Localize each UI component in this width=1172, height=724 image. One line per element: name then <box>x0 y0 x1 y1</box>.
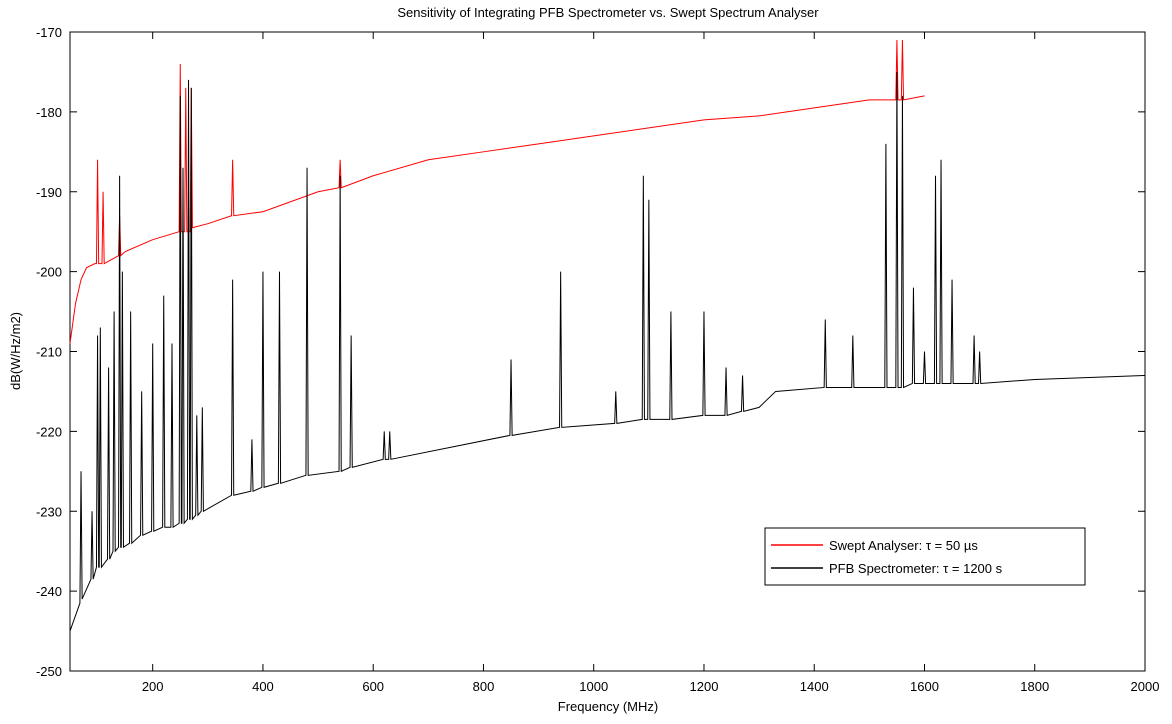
y-tick-label: -250 <box>36 664 62 679</box>
y-tick-label: -230 <box>36 504 62 519</box>
x-tick-label: 2000 <box>1131 679 1160 694</box>
y-tick-label: -200 <box>36 265 62 280</box>
x-tick-label: 1600 <box>910 679 939 694</box>
y-tick-label: -220 <box>36 424 62 439</box>
legend-label: Swept Analyser: τ = 50 µs <box>829 538 978 553</box>
legend-box <box>764 527 1086 586</box>
y-tick-label: -240 <box>36 584 62 599</box>
x-tick-label: 1800 <box>1020 679 1049 694</box>
y-tick-label: -170 <box>36 25 62 40</box>
y-tick-label: -180 <box>36 105 62 120</box>
x-tick-label: 1200 <box>690 679 719 694</box>
x-tick-label: 400 <box>252 679 274 694</box>
x-axis-label: Frequency (MHz) <box>558 699 658 714</box>
x-tick-label: 600 <box>362 679 384 694</box>
y-tick-label: -210 <box>36 345 62 360</box>
chart-title: Sensitivity of Integrating PFB Spectrome… <box>397 5 819 20</box>
x-tick-label: 200 <box>142 679 164 694</box>
y-axis-label: dB(W/Hz/m2) <box>8 312 23 390</box>
series-line <box>69 39 925 344</box>
series-line <box>69 71 1146 632</box>
y-tick-label: -190 <box>36 185 62 200</box>
legend-label: PFB Spectrometer: τ = 1200 s <box>829 561 1003 576</box>
x-tick-label: 1000 <box>579 679 608 694</box>
x-tick-label: 800 <box>473 679 495 694</box>
x-tick-label: 1400 <box>800 679 829 694</box>
